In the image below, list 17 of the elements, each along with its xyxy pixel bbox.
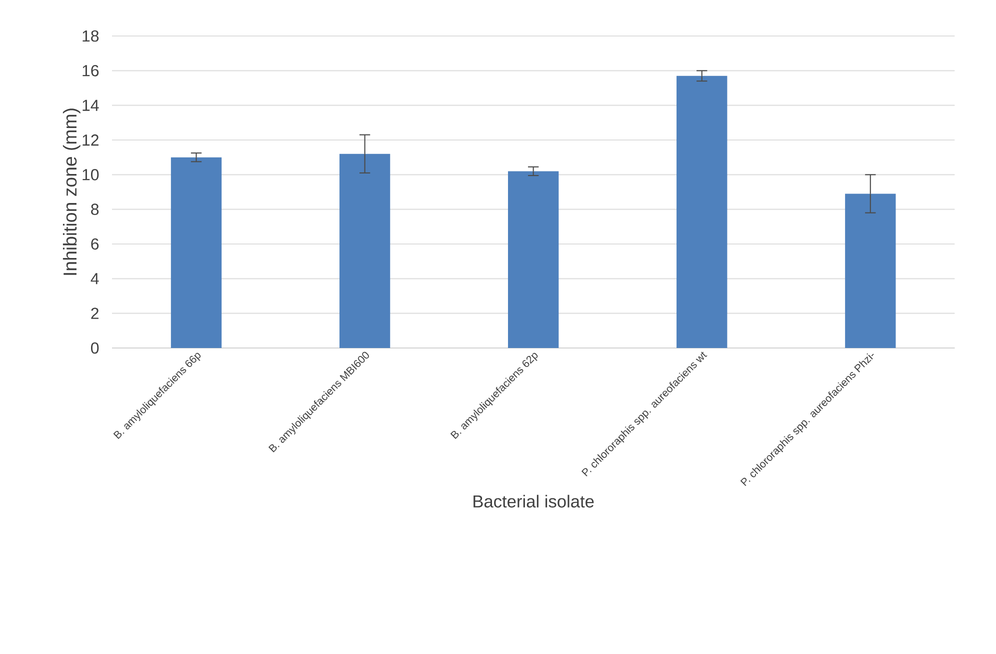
y-tick-label: 8 bbox=[91, 204, 99, 215]
bar bbox=[676, 76, 728, 348]
y-tick-label: 16 bbox=[82, 65, 99, 76]
y-tick-label: 2 bbox=[91, 308, 98, 319]
y-tick-label: 0 bbox=[91, 342, 99, 354]
y-tick-label: 14 bbox=[82, 100, 99, 111]
bar bbox=[508, 171, 559, 348]
bar bbox=[845, 194, 896, 348]
y-tick-label: 6 bbox=[91, 238, 99, 250]
x-axis-title: Bacterial isolate bbox=[474, 494, 594, 508]
y-tick-label: 12 bbox=[82, 134, 98, 146]
y-axis-title: Inhibition zone (mm) bbox=[62, 108, 80, 275]
y-tick-label: 18 bbox=[82, 30, 99, 42]
bar bbox=[170, 157, 222, 348]
y-tick-label: 4 bbox=[90, 273, 99, 284]
bar bbox=[339, 154, 390, 348]
y-tick-label: 10 bbox=[82, 169, 99, 180]
